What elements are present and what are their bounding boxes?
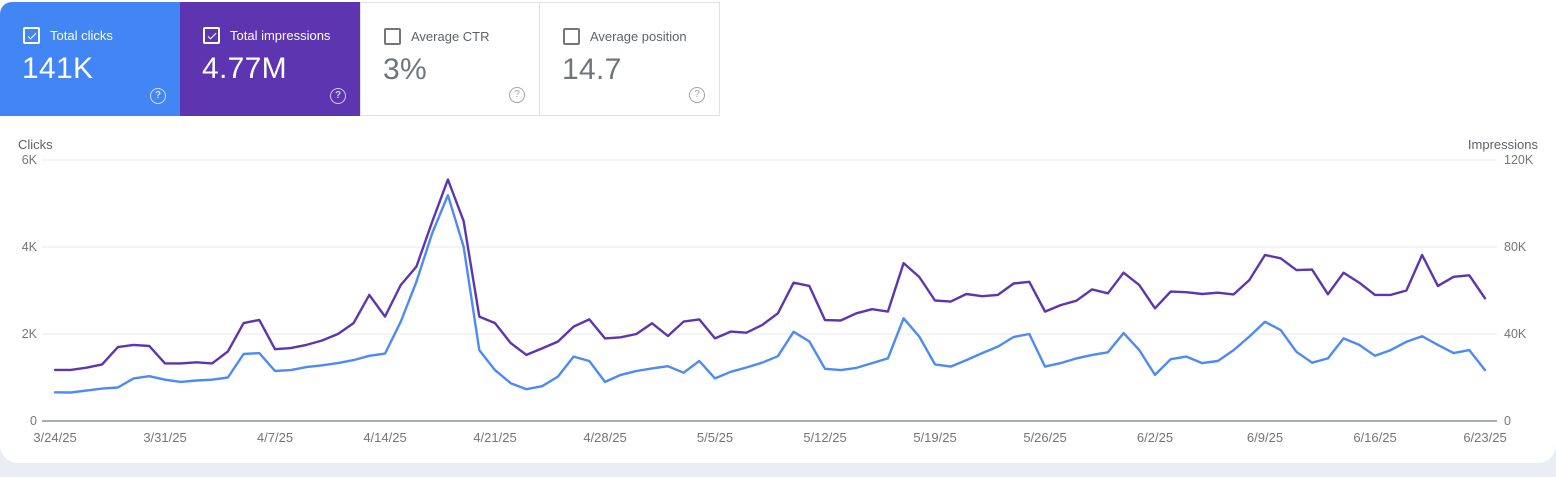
help-icon[interactable]: ?	[150, 88, 166, 104]
right-axis-tick: 120K	[1504, 153, 1534, 167]
x-axis-tick: 6/2/25	[1136, 430, 1174, 445]
checkbox-unchecked-icon[interactable]	[384, 28, 401, 45]
gridlines	[42, 159, 1497, 422]
checkbox-unchecked-icon[interactable]	[563, 28, 580, 45]
checkbox-checked-icon[interactable]	[203, 27, 220, 44]
left-axis-tick: 4K	[21, 240, 37, 254]
right-axis-tick: 0	[1504, 414, 1511, 428]
chart-series	[53, 178, 1487, 394]
left-axis-tick: 2K	[21, 327, 37, 341]
x-axis-tick: 3/24/25	[33, 430, 77, 445]
clicks-line[interactable]	[53, 193, 1487, 394]
metric-card-value: 4.77M	[202, 52, 287, 85]
x-axis-tick: 5/19/25	[913, 430, 957, 445]
x-axis-tick: 4/21/25	[473, 430, 517, 445]
right-axis-title: Impressions	[1467, 137, 1538, 152]
metric-card-label: Total impressions	[230, 28, 331, 43]
metric-card-value: 141K	[22, 52, 94, 85]
x-axis-tick: 4/7/25	[256, 430, 294, 445]
help-icon[interactable]: ?	[330, 88, 346, 104]
x-axis-tick: 6/23/25	[1463, 430, 1507, 445]
x-axis-tick: 6/16/25	[1353, 430, 1397, 445]
help-icon[interactable]: ?	[689, 87, 705, 103]
metric-card-label: Average position	[590, 29, 687, 44]
x-axis-tick: 4/28/25	[583, 430, 627, 445]
help-icon[interactable]: ?	[509, 87, 525, 103]
x-axis-tick: 5/5/25	[696, 430, 734, 445]
right-axis-tick: 80K	[1504, 240, 1527, 254]
x-axis-tick: 6/9/25	[1246, 430, 1284, 445]
right-axis-tick: 40K	[1504, 327, 1527, 341]
checkmark-icon	[27, 32, 36, 39]
metric-cards-row: Total clicks 141K ? Total impressions 4.…	[0, 2, 720, 116]
impressions-line[interactable]	[53, 178, 1487, 372]
x-axis-tick: 5/26/25	[1023, 430, 1067, 445]
x-axis-tick: 5/12/25	[803, 430, 847, 445]
metric-card-total-impressions[interactable]: Total impressions 4.77M ?	[180, 2, 360, 116]
left-axis-tick: 0	[30, 414, 37, 428]
checkbox-checked-icon[interactable]	[23, 27, 40, 44]
performance-panel: Total clicks 141K ? Total impressions 4.…	[0, 0, 1556, 463]
metric-card-average-position[interactable]: Average position 14.7 ?	[540, 2, 720, 116]
checkmark-icon	[207, 32, 216, 39]
metric-card-label: Average CTR	[411, 29, 490, 44]
metric-card-label: Total clicks	[50, 28, 113, 43]
left-axis-tick: 6K	[21, 153, 37, 167]
metric-card-average-ctr[interactable]: Average CTR 3% ?	[360, 2, 540, 116]
metric-card-value: 14.7	[562, 53, 622, 86]
left-axis-title: Clicks	[18, 137, 53, 152]
metric-card-total-clicks[interactable]: Total clicks 141K ?	[0, 2, 180, 116]
metric-card-value: 3%	[383, 53, 427, 86]
x-axis-tick: 4/14/25	[363, 430, 407, 445]
x-axis-tick: 3/31/25	[143, 430, 187, 445]
